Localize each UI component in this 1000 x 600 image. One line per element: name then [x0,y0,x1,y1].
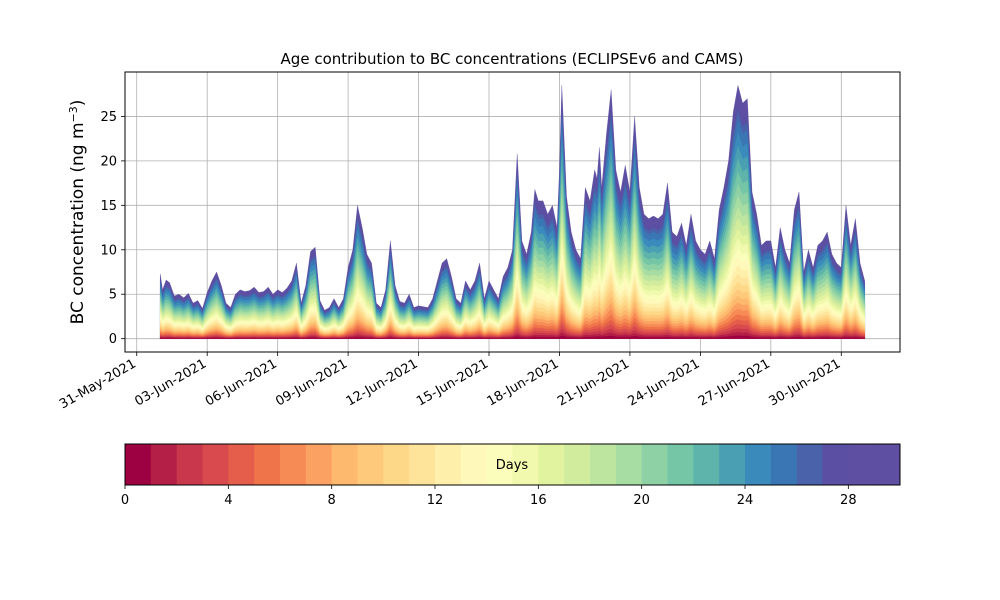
y-tick-label: 15 [100,199,117,214]
colorbar-cell [228,444,255,485]
age-band-1-days [160,332,865,339]
colorbar-cell [796,444,823,485]
colorbar-cell [150,444,178,485]
y-tick-label: 5 [109,288,117,303]
colorbar-tick-label: 20 [633,493,650,508]
colorbar-tick-label: 8 [328,493,336,508]
colorbar-cells [125,444,901,485]
colorbar-cell [305,444,333,485]
y-axis-label: BC concentration (ng m−3) [67,100,89,325]
y-axis-label-close: ) [68,100,88,107]
colorbar-tick-label: 28 [840,493,857,508]
colorbar-frame [124,443,901,486]
colorbar-tick-label: 12 [427,493,444,508]
y-tick-label: 0 [109,332,117,347]
colorbar-cell [176,444,203,485]
x-tick-label: 27-Jun-2021 [696,356,773,409]
colorbar-cell [254,444,281,485]
colorbar-tick-label: 16 [530,493,547,508]
colorbar-ticks: 0 4 8 12 16 20 24 28 [121,485,857,508]
y-axis: 0 5 10 15 20 25 [100,110,125,347]
colorbar-cell [331,444,358,485]
colorbar-cell [409,444,436,485]
colorbar-cell [280,444,307,485]
x-tick-label: 24-Jun-2021 [626,356,703,409]
colorbar: Days 0 4 8 12 16 20 24 28 [121,443,901,508]
colorbar-cell [486,444,513,485]
x-tick-label: 30-Jun-2021 [766,356,843,409]
x-tick-label: 21-Jun-2021 [555,356,632,409]
x-tick-label: 15-Jun-2021 [414,356,491,409]
colorbar-cell [848,444,875,485]
colorbar-tick-label: 0 [121,493,129,508]
y-axis-label-main: BC concentration (ng m [68,122,88,324]
colorbar-cell [512,444,539,485]
colorbar-cell [822,444,849,485]
chart-title: Age contribution to BC concentrations (E… [281,50,744,68]
colorbar-cell [641,444,668,485]
colorbar-label: Days [496,458,529,473]
x-axis: 31-May-202103-Jun-202106-Jun-202109-Jun-… [57,352,843,412]
stacked-areas [160,85,865,339]
y-axis-label-sup: −3 [67,106,80,122]
colorbar-cell [745,444,772,485]
x-tick-label: 03-Jun-2021 [132,356,209,409]
y-tick-label: 25 [100,110,117,125]
colorbar-cell [460,444,488,485]
age-band-0-days [160,335,865,339]
plot-frame [124,71,901,353]
x-tick-label: 31-May-2021 [57,356,139,412]
colorbar-cell [590,444,617,485]
colorbar-cell [538,444,565,485]
plot-area: 0 5 10 15 20 25 31-May-202103-Jun-202106-Jun-… [57,71,901,412]
colorbar-cell [693,444,720,485]
colorbar-cell [770,444,798,485]
x-tick-label: 06-Jun-2021 [203,356,280,409]
colorbar-tick-label: 4 [224,493,232,508]
x-tick-label: 12-Jun-2021 [344,356,421,409]
colorbar-cell [202,444,229,485]
y-tick-label: 20 [100,154,117,169]
colorbar-cell [719,444,746,485]
y-tick-label: 10 [100,243,117,258]
colorbar-cell [615,444,643,485]
colorbar-cell [125,444,152,485]
colorbar-cell [564,444,591,485]
colorbar-cell [874,444,901,485]
colorbar-cell [357,444,384,485]
x-tick-label: 18-Jun-2021 [485,356,562,409]
colorbar-cell [667,444,694,485]
colorbar-cell [383,444,410,485]
colorbar-tick-label: 24 [737,493,754,508]
x-tick-label: 09-Jun-2021 [273,356,350,409]
colorbar-cell [435,444,462,485]
